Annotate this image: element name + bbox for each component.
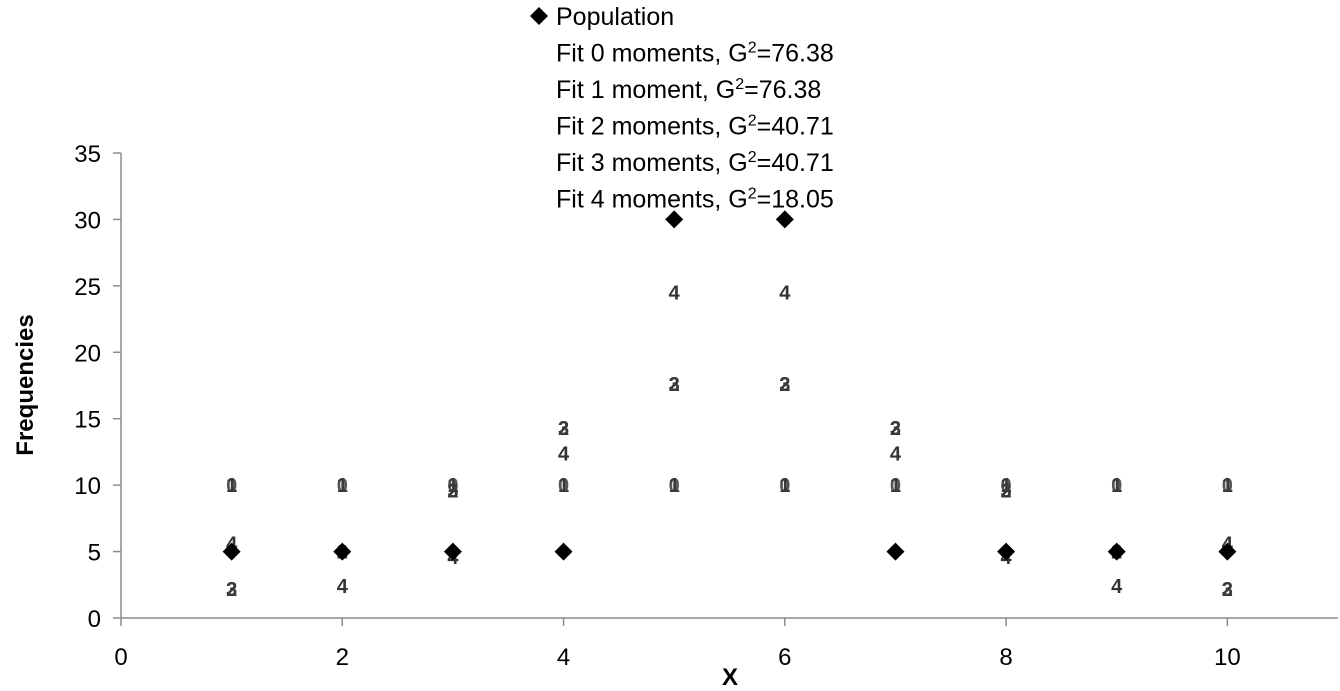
population-point <box>554 542 573 561</box>
population-point <box>443 542 462 561</box>
legend-item: Fit 3 moments, G2=40.71 <box>556 149 834 177</box>
x-tick-label: 10 <box>1214 644 1241 671</box>
population-point <box>997 542 1016 561</box>
fit0-point: 0 <box>1001 475 1012 497</box>
population-point <box>775 210 794 229</box>
fit1-point: 1 <box>890 475 901 497</box>
fit1-point: 1 <box>1111 475 1122 497</box>
chart-legend: Population Fit 0 moments, G2=76.38 Fit 1 m… <box>530 3 834 214</box>
fit2-point: 2 <box>1222 579 1233 601</box>
y-tick-label: 5 <box>88 540 101 567</box>
fit3-point: 3 <box>1001 480 1012 502</box>
fit1-point: 1 <box>669 475 680 497</box>
legend-diamond-icon <box>530 7 548 25</box>
x-tick-label: 2 <box>336 644 349 671</box>
fit0-point: 0 <box>890 475 901 497</box>
legend-item: Population <box>556 3 674 31</box>
fit3-point: 3 <box>890 418 901 440</box>
fit2-point: 2 <box>447 480 458 502</box>
fit4-point: 4 <box>1111 576 1123 598</box>
fit0-point: 0 <box>1222 475 1233 497</box>
population-point <box>886 542 905 561</box>
legend-item: Fit 0 moments, G2=76.38 <box>556 40 834 68</box>
y-tick-label: 10 <box>74 473 101 500</box>
fit1-point: 1 <box>337 475 348 497</box>
fit2-point: 2 <box>558 418 569 440</box>
x-axis-title: X <box>722 664 738 691</box>
x-tick-label: 6 <box>778 644 791 671</box>
fit0-point: 0 <box>226 475 237 497</box>
fit1-point: 1 <box>558 475 569 497</box>
fit0-point: 0 <box>779 475 790 497</box>
x-tick-label: 8 <box>999 644 1012 671</box>
population-point <box>1107 542 1126 561</box>
x-tick-label: 4 <box>557 644 570 671</box>
y-tick-label: 25 <box>74 274 101 301</box>
fit1-point: 1 <box>1001 475 1012 497</box>
fit2-point: 2 <box>890 418 901 440</box>
fit0-point: 0 <box>669 475 680 497</box>
fit2-point: 2 <box>1001 480 1012 502</box>
fit3-point: 3 <box>779 374 790 396</box>
fit0-point: 0 <box>337 475 348 497</box>
y-axis-title: Frequencies <box>12 314 39 455</box>
fit4-point: 4 <box>890 443 902 465</box>
fit3-point: 3 <box>447 480 458 502</box>
y-tick-label: 15 <box>74 407 101 434</box>
fit4-point: 4 <box>779 283 791 305</box>
fit3-point: 3 <box>1222 579 1233 601</box>
fit3-point: 3 <box>669 374 680 396</box>
fit1-point: 1 <box>1222 475 1233 497</box>
fit1-point: 1 <box>447 475 458 497</box>
fit4-point: 4 <box>337 576 349 598</box>
fit0-point: 0 <box>447 475 458 497</box>
chart-marks: 0000000000111111111122222222223333333333… <box>222 210 1237 601</box>
y-tick-label: 30 <box>74 207 101 234</box>
y-tick-label: 20 <box>74 340 101 367</box>
fit3-point: 3 <box>558 418 569 440</box>
fit3-point: 3 <box>226 579 237 601</box>
y-tick-label: 35 <box>74 141 101 168</box>
y-tick-label: 0 <box>88 606 101 633</box>
population-point <box>333 542 352 561</box>
fit4-point: 4 <box>669 283 681 305</box>
legend-item: Fit 4 moments, G2=18.05 <box>556 186 834 214</box>
population-point <box>1218 542 1237 561</box>
fit2-point: 2 <box>669 374 680 396</box>
legend-item: Fit 2 moments, G2=40.71 <box>556 113 834 141</box>
fit0-point: 0 <box>1111 475 1122 497</box>
fit1-point: 1 <box>779 475 790 497</box>
population-point <box>222 542 241 561</box>
fit0-point: 0 <box>558 475 569 497</box>
fit2-point: 2 <box>779 374 790 396</box>
fit1-point: 1 <box>226 475 237 497</box>
x-tick-label: 0 <box>114 644 127 671</box>
fit4-point: 4 <box>558 443 570 465</box>
population-point <box>665 210 684 229</box>
fit2-point: 2 <box>226 579 237 601</box>
legend-item: Fit 1 moment, G2=76.38 <box>556 76 821 104</box>
